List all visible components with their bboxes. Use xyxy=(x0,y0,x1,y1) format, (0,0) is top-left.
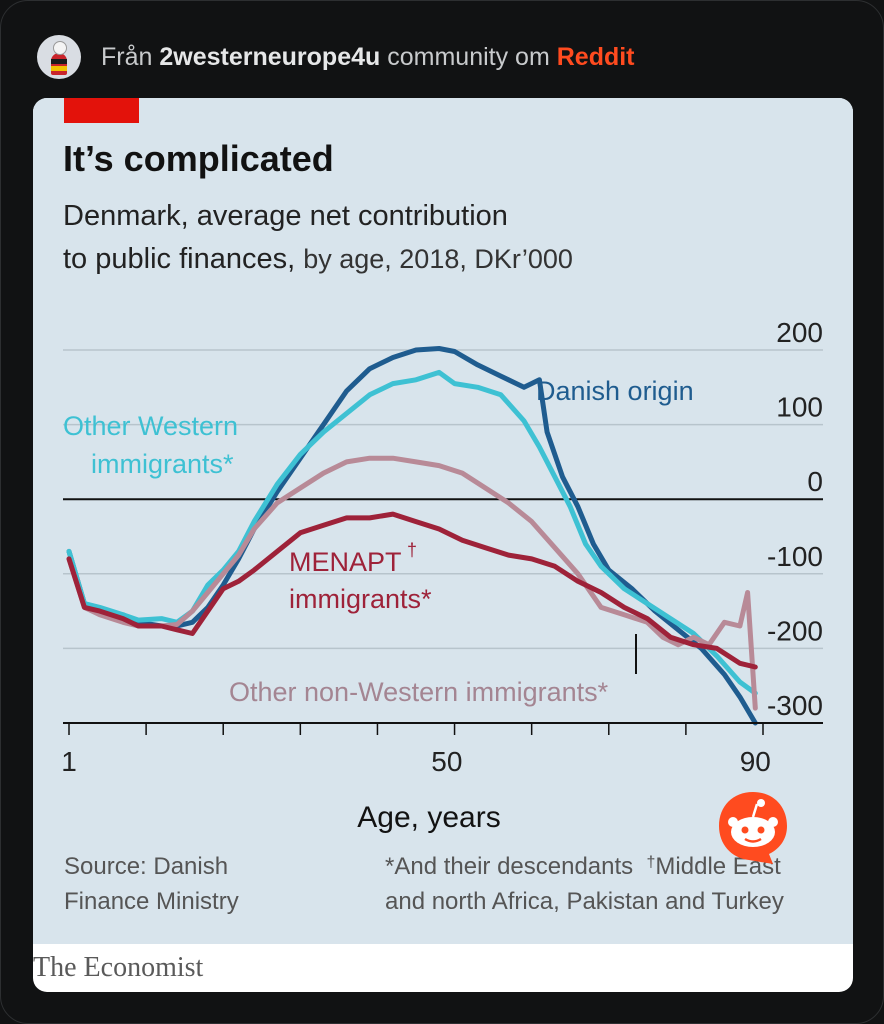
platform-name[interactable]: Reddit xyxy=(556,42,635,71)
reddit-snoo-icon[interactable] xyxy=(713,788,793,868)
source-line: Från 2westerneurope4u community om Reddi… xyxy=(101,43,635,72)
x-tick-label: 90 xyxy=(740,746,771,777)
publisher-logo: The Economist xyxy=(33,952,204,983)
labels-layer: Danish origin Other Western immigrants* … xyxy=(63,376,694,834)
series-line-other-non-western-immigrants xyxy=(66,455,758,711)
label-other-western-2: immigrants* xyxy=(91,449,234,479)
source-prefix: Från xyxy=(101,42,153,71)
y-tick-label: -300 xyxy=(767,690,823,721)
y-tick-label: -100 xyxy=(767,541,823,572)
source-note: Source: Danish Finance Ministry xyxy=(64,849,239,919)
chart-subtitle: Denmark, average net contribution to pub… xyxy=(63,195,573,281)
subtitle-line-1: Denmark, average net contribution xyxy=(63,200,508,232)
label-menapt-1: MENAPT xyxy=(289,547,402,577)
series-line-menapt-immigrants xyxy=(66,511,758,670)
subtitle-line-2: to public finances, xyxy=(63,243,296,275)
footnote-line-1: *And their descendants xyxy=(385,853,634,880)
footnote: *And their descendants †Middle East and … xyxy=(385,849,784,919)
series-layer xyxy=(66,346,758,726)
axis-layer: 1 50 90 xyxy=(61,722,823,777)
footnote-line-2: and north Africa, Pakistan and Turkey xyxy=(385,888,784,915)
line-chart: 200 100 0 -100 -200 -300 1 50 90 Danish origin … xyxy=(61,317,823,834)
community-avatar[interactable] xyxy=(37,35,81,79)
x-tick-label: 50 xyxy=(431,746,462,777)
series-line-other-western-immigrants xyxy=(66,369,758,696)
y-tick-label: -200 xyxy=(767,615,823,646)
subtitle-detail: by age, 2018, DKr’000 xyxy=(303,244,573,274)
source-line-1: Source: Danish xyxy=(64,853,229,880)
x-axis-title: Age, years xyxy=(357,801,500,834)
y-tick-label: 0 xyxy=(807,466,823,497)
label-other-western-1: Other Western xyxy=(63,411,238,441)
chart-card[interactable]: It’s complicated Denmark, average net co… xyxy=(33,98,853,992)
y-tick-label: 200 xyxy=(776,317,823,348)
y-tick-label: 100 xyxy=(776,392,823,423)
x-tick-label: 1 xyxy=(61,746,77,777)
community-name[interactable]: 2westerneurope4u xyxy=(159,42,381,71)
source-middle: community om xyxy=(387,42,550,71)
chart-area: It’s complicated Denmark, average net co… xyxy=(33,98,853,944)
chart-title: It’s complicated xyxy=(63,138,334,179)
footnote-dagger: † xyxy=(646,854,656,871)
source-line-2: Finance Ministry xyxy=(64,888,239,915)
label-other-non-western: Other non-Western immigrants* xyxy=(229,677,609,707)
post-header: Från 2westerneurope4u community om Reddi… xyxy=(37,33,635,81)
label-menapt-dagger: † xyxy=(407,540,417,560)
label-menapt-2: immigrants* xyxy=(289,584,432,614)
economist-red-tag xyxy=(64,98,139,123)
label-danish-origin: Danish origin xyxy=(536,376,694,406)
